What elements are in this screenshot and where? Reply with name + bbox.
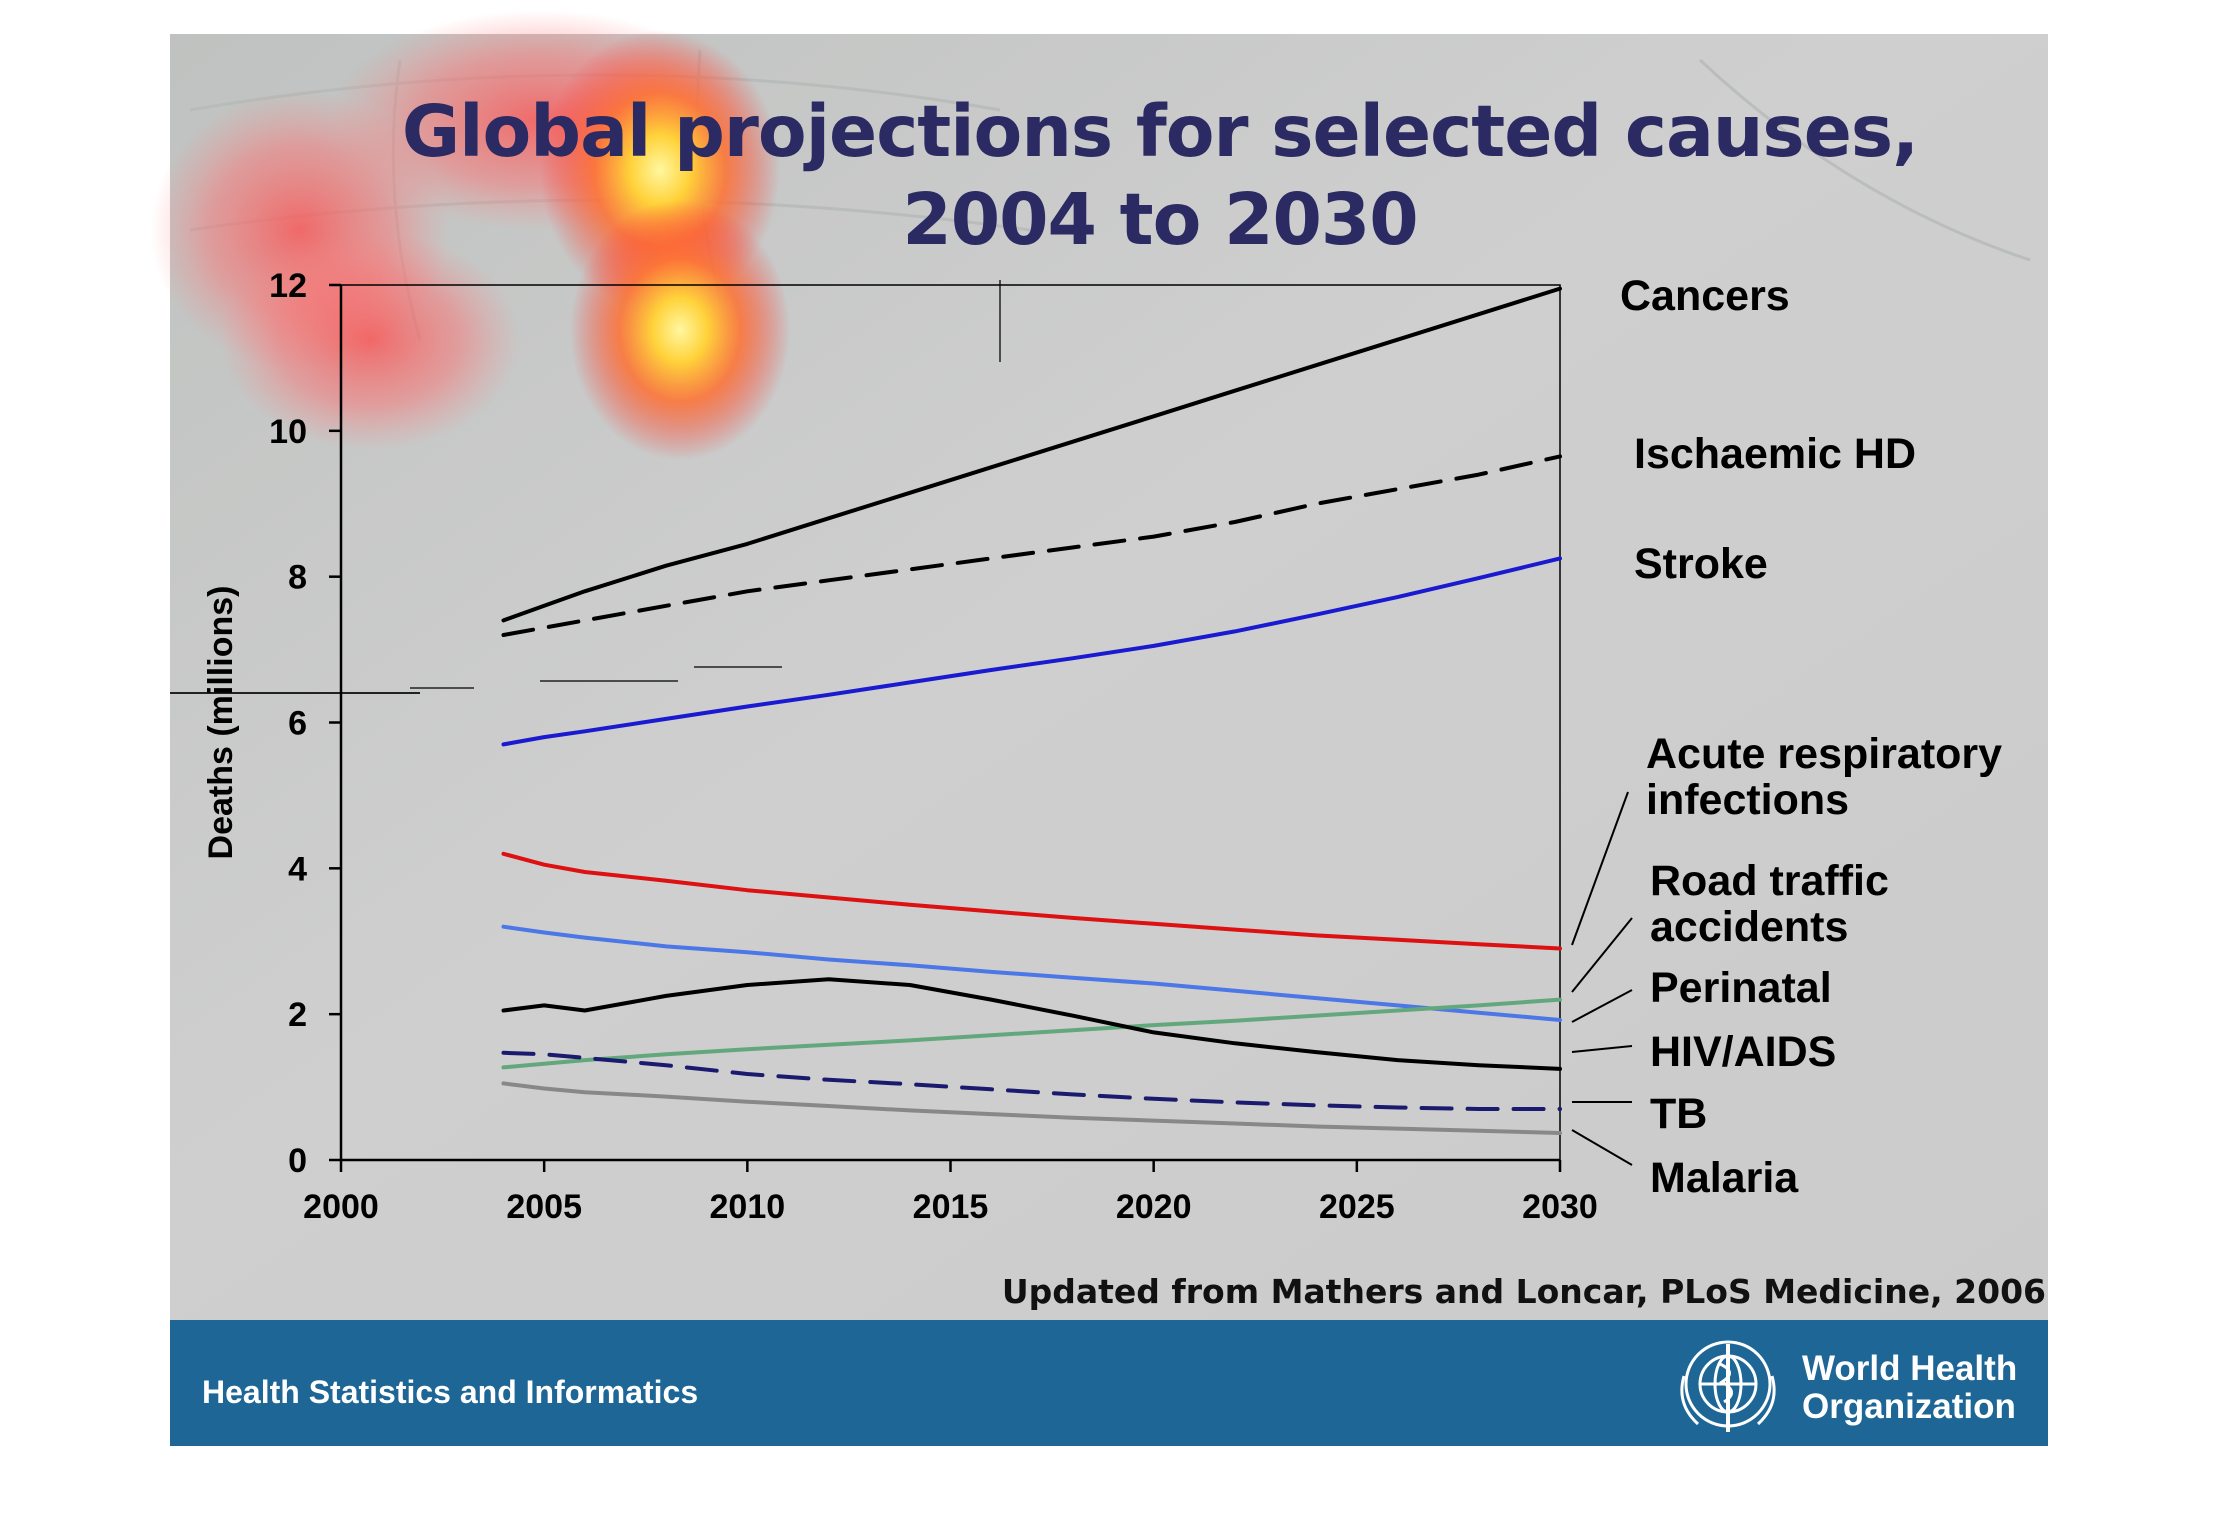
- label-leader-line: [1571, 989, 1633, 1023]
- x-tick-label: 2005: [506, 1188, 582, 1226]
- series-label-line: Road traffic: [1650, 857, 1889, 905]
- y-tick-label: 2: [288, 996, 307, 1034]
- series-line-stroke: [501, 556, 1562, 747]
- series-line-ischaemic-hd: [501, 454, 1562, 637]
- series-line-hiv-aids: [501, 977, 1562, 1071]
- label-leader-line: [1571, 1129, 1633, 1166]
- series-label-line: Perinatal: [1650, 964, 1832, 1012]
- series-label-tb: TB: [1650, 1090, 1707, 1138]
- label-leader-line: [1571, 791, 1629, 946]
- series-label-line: Stroke: [1634, 540, 1768, 588]
- x-tick-label: 2020: [1116, 1188, 1192, 1226]
- series-label-stroke: Stroke: [1634, 540, 1768, 588]
- series-label-line: Cancers: [1620, 272, 1790, 320]
- series-line-acute-respiratory-infections: [501, 851, 1562, 951]
- label-leader-line: [1571, 917, 1633, 993]
- series-label-line: Acute respiratory: [1646, 730, 2002, 778]
- series-label-line: accidents: [1650, 903, 1848, 951]
- y-tick-label: 4: [288, 850, 307, 888]
- series-label-hiv-aids: HIV/AIDS: [1650, 1028, 1836, 1076]
- plot-area: [340, 284, 1561, 1161]
- series-label-line: Ischaemic HD: [1634, 430, 1916, 478]
- y-axis-label: Deaths (millions): [202, 586, 240, 860]
- y-tick-label: 6: [288, 705, 307, 743]
- org-name-line-1: World Health: [1802, 1349, 2018, 1388]
- series-line-road-traffic-accidents: [501, 924, 1562, 1022]
- series-line-tb: [501, 1050, 1562, 1111]
- x-tick-label: 2030: [1522, 1188, 1598, 1226]
- series-label-ischaemic-hd: Ischaemic HD: [1634, 430, 1916, 478]
- series-line-malaria: [501, 1081, 1562, 1135]
- x-tick-label: 2025: [1319, 1188, 1395, 1226]
- series-label-cancers: Cancers: [1620, 272, 1790, 320]
- series-label-line: Malaria: [1650, 1154, 1799, 1202]
- title-line-1: Global projections for selected causes,: [401, 90, 1919, 173]
- page-title: Global projections for selected causes, …: [170, 88, 2150, 264]
- x-tick-label: 2015: [913, 1188, 989, 1226]
- title-line-2: 2004 to 2030: [902, 178, 1418, 261]
- series-label-line: infections: [1646, 776, 1849, 824]
- y-tick-label: 8: [288, 559, 307, 597]
- attention-heatmap: [150, 10, 790, 460]
- series-label-malaria: Malaria: [1650, 1154, 1799, 1202]
- label-leader-line: [1571, 1045, 1633, 1053]
- series-label-perinatal: Perinatal: [1650, 964, 1832, 1012]
- series-line-perinatal: [501, 997, 1562, 1070]
- y-tick-label: 0: [288, 1142, 307, 1180]
- y-tick-label: 10: [269, 413, 307, 451]
- slide-panel: [170, 34, 2048, 1320]
- series-line-cancers: [501, 286, 1562, 623]
- org-name-line-2: Organization: [1802, 1387, 2016, 1426]
- series-label-line: TB: [1650, 1090, 1707, 1138]
- x-tick-label: 2010: [710, 1188, 786, 1226]
- x-tick-label: 2000: [303, 1188, 379, 1226]
- y-tick-label: 12: [269, 267, 307, 305]
- source-citation: Updated from Mathers and Loncar, PLoS Me…: [1001, 1272, 2046, 1311]
- who-emblem-icon: [1680, 1340, 1776, 1432]
- organization-name: World Health Organization: [1802, 1350, 2032, 1426]
- footer-department: Health Statistics and Informatics: [202, 1374, 699, 1410]
- series-label-line: HIV/AIDS: [1650, 1028, 1836, 1076]
